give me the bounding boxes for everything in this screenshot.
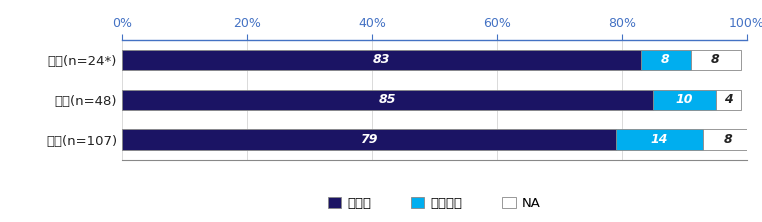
Bar (653, 89, 716, 110)
Text: 83: 83 (373, 54, 390, 66)
Text: 14: 14 (651, 133, 668, 146)
Text: 10: 10 (676, 93, 693, 106)
Text: 8: 8 (661, 54, 670, 66)
Bar (716, 89, 741, 110)
Legend: あった, なかった, NA: あった, なかった, NA (322, 192, 546, 216)
Text: 79: 79 (360, 133, 377, 146)
Bar (616, 129, 703, 150)
Bar (703, 129, 753, 150)
Bar (690, 50, 741, 70)
Text: 85: 85 (379, 93, 396, 106)
Text: 8: 8 (711, 54, 720, 66)
Bar (122, 50, 641, 70)
Text: 8: 8 (724, 133, 732, 146)
Bar (641, 50, 690, 70)
Text: 4: 4 (724, 93, 732, 106)
Bar (122, 129, 616, 150)
Bar (122, 89, 653, 110)
